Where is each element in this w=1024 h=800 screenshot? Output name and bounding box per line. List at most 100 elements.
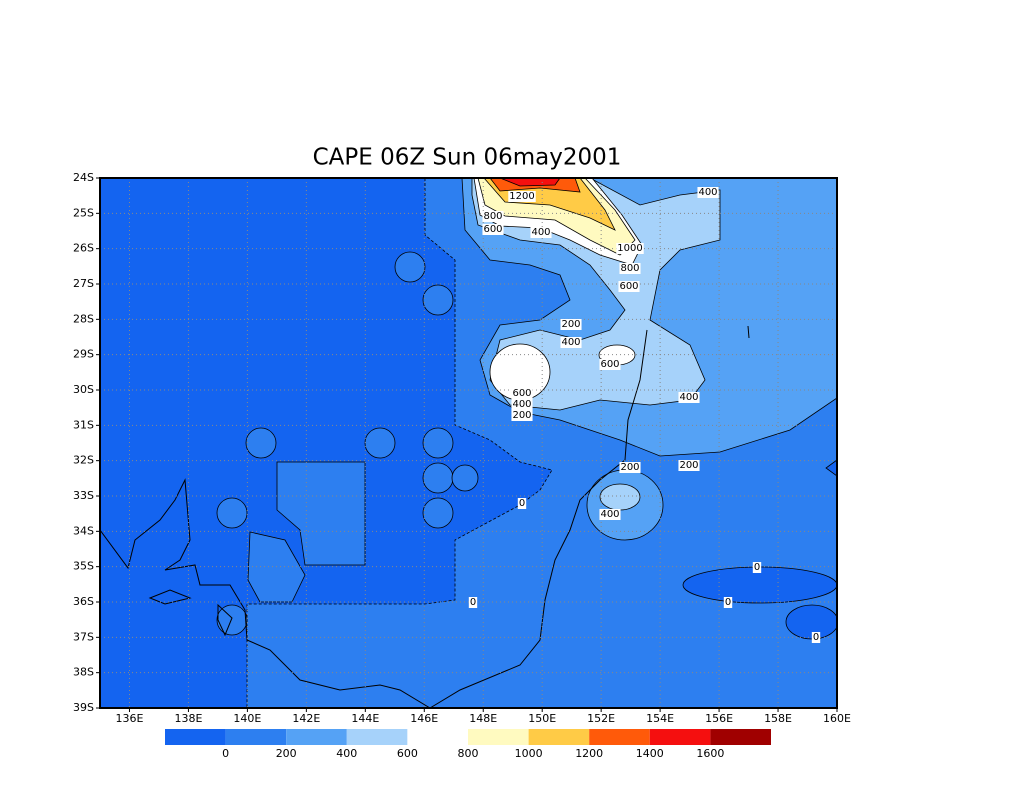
contour-label: 600	[512, 388, 531, 399]
contour-label-bg	[511, 388, 533, 399]
colorbar: 0 200 400 600 800 1000 1200 1400 1600	[165, 729, 771, 760]
contour-region	[245, 427, 277, 459]
contour-label: 200	[561, 319, 580, 330]
y-tick-label: 34S	[73, 524, 94, 537]
contour-region	[825, 459, 837, 477]
x-tick-label: 140E	[233, 712, 261, 725]
y-tick-label: 37S	[73, 630, 94, 643]
colorbar-label: 1400	[636, 747, 664, 760]
colorbar-label: 1600	[696, 747, 724, 760]
x-tick-label: 160E	[823, 712, 851, 725]
contour-label: 200	[679, 460, 698, 471]
x-tick-label: 138E	[174, 712, 202, 725]
colorbar-label: 600	[397, 747, 418, 760]
contour-label: 400	[531, 227, 550, 238]
colorbar-label: 800	[458, 747, 479, 760]
contour-region	[216, 604, 248, 636]
colorbar-label: 200	[276, 747, 297, 760]
contour-label: 800	[620, 263, 639, 274]
contour-label-bg	[616, 243, 644, 254]
contour-label: 600	[600, 359, 619, 370]
y-tick-label: 28S	[73, 312, 94, 325]
colorbar-swatch	[649, 729, 711, 745]
contour-patches	[216, 251, 479, 636]
contour-label-bg	[517, 498, 527, 509]
y-tick-label: 26S	[73, 242, 94, 255]
contour-label-bg	[618, 281, 640, 292]
y-tick-label: 24S	[73, 171, 94, 184]
y-tick-label: 36S	[73, 595, 94, 608]
contour-label-bg	[752, 562, 762, 573]
contour-label: 200	[512, 410, 531, 421]
contour-label-bg	[723, 597, 733, 608]
y-tick-label: 30S	[73, 383, 94, 396]
contour-region	[422, 284, 454, 316]
contour-region	[422, 427, 454, 459]
contour-label-bg	[599, 359, 621, 370]
colorbar-swatch	[225, 729, 287, 745]
x-tick-label: 150E	[528, 712, 556, 725]
contour-label: 400	[698, 187, 717, 198]
y-tick-label: 25S	[73, 206, 94, 219]
y-tick-label: 29S	[73, 348, 94, 361]
colorbar-swatch	[346, 729, 408, 745]
x-tick-label: 156E	[705, 712, 733, 725]
contour-label-bg	[482, 211, 504, 222]
contour-label: 400	[679, 392, 698, 403]
contour-region	[216, 497, 248, 529]
colorbar-swatch	[286, 729, 347, 745]
x-tick-label: 158E	[764, 712, 792, 725]
contour-label: 0	[725, 597, 731, 608]
contour-field	[100, 178, 837, 708]
contour-label: 1000	[617, 243, 642, 254]
y-tick-label: 27S	[73, 277, 94, 290]
colorbar-label: 1200	[575, 747, 603, 760]
contour-label: 0	[470, 597, 476, 608]
colorbar-label: 400	[336, 747, 357, 760]
contour-label-bg	[511, 399, 533, 410]
contour-label-bg	[508, 191, 536, 202]
colorbar-swatch	[589, 729, 650, 745]
contour-region	[394, 251, 426, 283]
colorbar-swatch	[165, 729, 226, 745]
contour-region	[364, 427, 396, 459]
contour-label: 400	[512, 399, 531, 410]
contour-label-bg	[678, 460, 700, 471]
contour-label: 400	[600, 509, 619, 520]
x-tick-label: 154E	[646, 712, 674, 725]
contour-label: 800	[483, 211, 502, 222]
contour-label-bg	[511, 410, 533, 421]
contour-label: 600	[619, 281, 638, 292]
y-tick-label: 33S	[73, 489, 94, 502]
contour-label: 400	[561, 337, 580, 348]
x-tick-label: 146E	[410, 712, 438, 725]
contour-label: 0	[813, 632, 819, 643]
contour-label-bg	[697, 187, 719, 198]
contour-label: 0	[519, 498, 525, 509]
contour-region	[451, 464, 479, 492]
contour-region	[599, 483, 641, 511]
contour-label-bg	[599, 509, 621, 520]
contour-label: 1200	[509, 191, 534, 202]
axes: 136E 138E 140E 142E 144E 146E 148E 150E 152E 154E…	[73, 171, 851, 725]
contour-region	[422, 497, 454, 529]
colorbar-label: 0	[222, 747, 229, 760]
contour-label-bg	[530, 227, 552, 238]
contour-region	[422, 462, 454, 494]
y-tick-label: 39S	[73, 701, 94, 714]
colorbar-swatch	[468, 729, 529, 745]
contour-label: 200	[620, 462, 639, 473]
contour-region	[499, 178, 561, 187]
y-tick-label: 31S	[73, 418, 94, 431]
y-tick-label: 35S	[73, 560, 94, 573]
x-tick-label: 144E	[351, 712, 379, 725]
x-tick-label: 136E	[116, 712, 144, 725]
contour-label: 600	[483, 224, 502, 235]
contour-label-bg	[811, 632, 821, 643]
colorbar-swatch	[528, 729, 590, 745]
plot-frame	[99, 177, 838, 709]
contour-label-bg	[619, 462, 641, 473]
contour-label-bg	[678, 392, 700, 403]
